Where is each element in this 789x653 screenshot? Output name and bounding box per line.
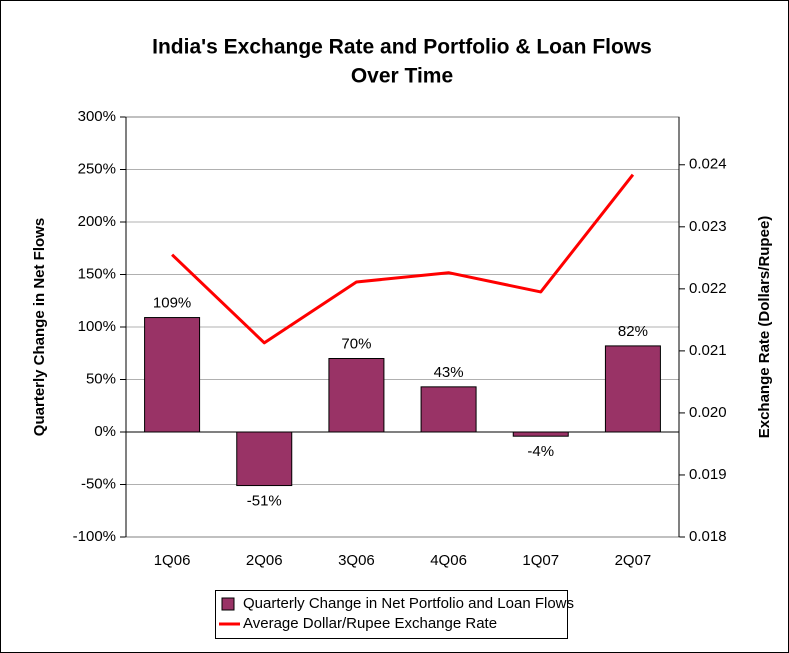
legend-label: Average Dollar/Rupee Exchange Rate xyxy=(243,615,497,632)
y-tick-label: -100% xyxy=(73,528,116,545)
x-tick-label: 2Q06 xyxy=(246,552,283,569)
y-tick-label: -50% xyxy=(81,475,116,492)
x-tick-label: 2Q07 xyxy=(615,552,652,569)
y-axis-label: Quarterly Change in Net Flows xyxy=(31,218,48,436)
data-label: 70% xyxy=(341,335,371,352)
y-tick-label: 50% xyxy=(86,370,116,387)
line xyxy=(171,173,635,345)
data-label: -51% xyxy=(247,493,282,510)
y2-axis-label: Exchange Rate (Dollars/Rupee) xyxy=(756,216,773,439)
x-tick-label: 1Q07 xyxy=(522,552,559,569)
data-label: 43% xyxy=(434,364,464,381)
data-label: 109% xyxy=(153,295,191,312)
x-tick-label: 4Q06 xyxy=(430,552,467,569)
bar xyxy=(144,317,201,433)
bar xyxy=(512,431,569,437)
y-tick-label: 0% xyxy=(94,423,116,440)
y-tick-label: 300% xyxy=(78,108,116,125)
y2-tick-label: 0.021 xyxy=(689,342,727,359)
y-tick-label: 100% xyxy=(78,318,116,335)
y-tick-label: 250% xyxy=(78,160,116,177)
y2-tick-label: 0.022 xyxy=(689,280,727,297)
y-tick-label: 150% xyxy=(78,265,116,282)
y2-tick-label: 0.019 xyxy=(689,466,727,483)
bar xyxy=(420,386,477,433)
legend-swatch xyxy=(221,597,235,611)
data-label: 82% xyxy=(618,323,648,340)
legend-label: Quarterly Change in Net Portfolio and Lo… xyxy=(243,595,574,612)
bar xyxy=(604,345,661,433)
bar xyxy=(236,431,293,487)
x-tick-label: 1Q06 xyxy=(154,552,191,569)
x-tick-label: 3Q06 xyxy=(338,552,375,569)
chart-title: India's Exchange Rate and Portfolio & Lo… xyxy=(152,36,652,59)
data-label: -4% xyxy=(527,443,554,460)
chart-title: Over Time xyxy=(351,65,453,88)
y2-tick-label: 0.023 xyxy=(689,218,727,235)
y2-tick-label: 0.024 xyxy=(689,156,727,173)
legend-box xyxy=(215,590,568,639)
y-tick-label: 200% xyxy=(78,213,116,230)
bar xyxy=(328,358,385,433)
y2-tick-label: 0.018 xyxy=(689,528,727,545)
y2-tick-label: 0.020 xyxy=(689,404,727,421)
